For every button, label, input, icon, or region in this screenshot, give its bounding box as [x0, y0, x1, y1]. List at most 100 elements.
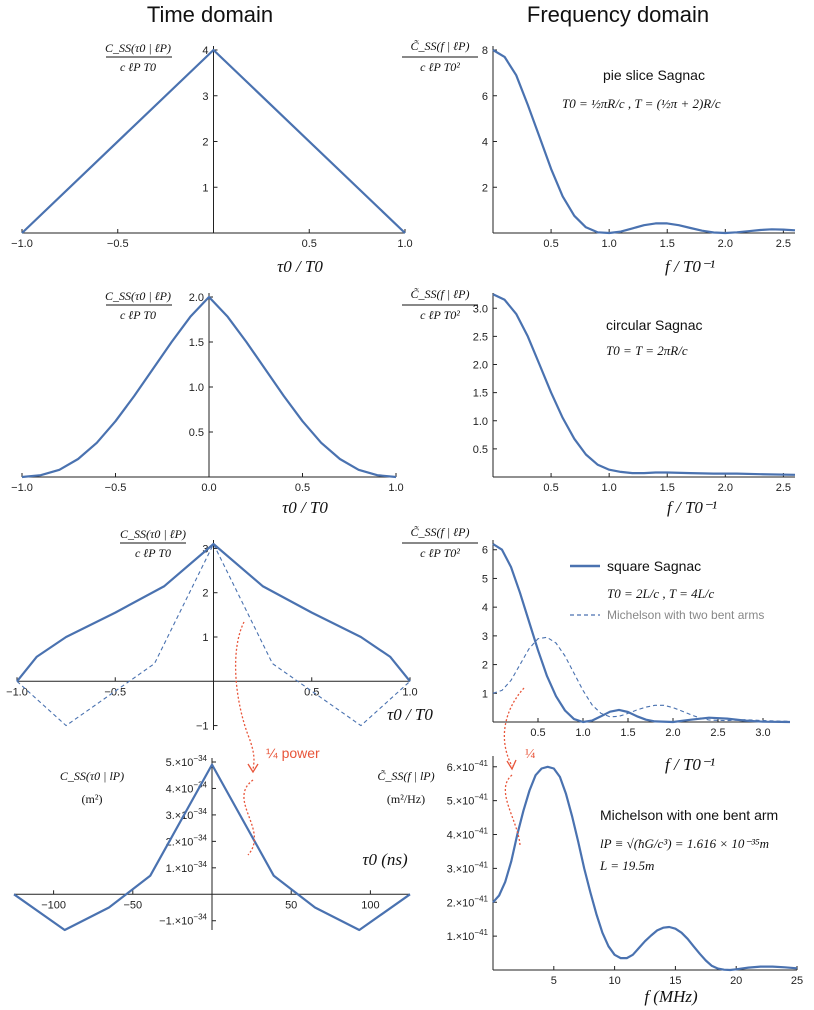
x-tick-label: 0.5	[304, 686, 319, 698]
xlabel-square-freq: f / T0⁻¹	[665, 755, 715, 774]
x-tick-label: −0.5	[107, 238, 129, 250]
x-tick-label: −0.5	[105, 482, 127, 494]
y-tick-label: 2.0	[189, 292, 204, 304]
ylabel-units: (m²)	[82, 792, 103, 806]
series-line	[21, 295, 397, 479]
x-tick-label: 1.0	[388, 482, 403, 494]
ylabel-pie-time: C_SS(τ0 | ℓP) c ℓP T0	[105, 41, 172, 74]
ylabel-numerator: C_SS(τ0 | lP)	[60, 769, 124, 783]
x-tick-label: 0.5	[543, 482, 558, 494]
y-tick-label: 3.0	[473, 303, 488, 315]
y-tick-label: 8	[482, 45, 488, 57]
x-tick-label: −0.5	[104, 686, 126, 698]
series-line	[492, 765, 798, 972]
y-tick-label: 1.0	[473, 416, 488, 428]
xlabel-circ-time: τ0 / T0	[282, 498, 328, 517]
y-tick-label: 5	[482, 573, 488, 585]
ylabel-numerator: C̃_SS(f | lP)	[377, 769, 434, 783]
plot-pie-slice-frequency: 0.5 1.0 1.5 2.0 2.5 2 4 6 8	[482, 45, 796, 250]
y-tick-label: 4.×10−41	[447, 827, 489, 842]
ylabel-pie-freq: C̃_SS(f | ℓP) c ℓP T0²	[402, 39, 478, 74]
xlabel-michelson-time: τ0 (ns)	[362, 850, 408, 869]
ylabel-numerator: C̃_SS(f | ℓP)	[411, 39, 470, 53]
y-tick-label: 1.×10−41	[447, 928, 489, 943]
x-tick-label: 10	[608, 975, 620, 987]
plot-pie-slice-time: −1.0 −0.5 0.5 1.0 1 2 3 4	[11, 45, 413, 250]
ylabel-square-freq: C̃_SS(f | ℓP) c ℓP T0²	[402, 525, 478, 560]
annotation-circular-title: circular Sagnac	[606, 317, 703, 333]
x-tick-label: 25	[791, 975, 803, 987]
x-tick-label: 2.0	[665, 727, 680, 739]
plot-circular-frequency: 0.5 1.0 1.5 2.0 2.5 0.5 1.0 1.5 2.0 2.5 3.0	[473, 293, 796, 494]
x-tick-label: −100	[41, 899, 66, 911]
plot-square-time: −1.0 −0.5 0.5 1.0 −1 1 2 3	[6, 540, 418, 733]
y-tick-label: 1.×10−34	[166, 860, 208, 875]
x-tick-label: 2.5	[776, 238, 791, 250]
y-tick-label: 1.5	[473, 388, 488, 400]
series-line-dashed	[492, 636, 791, 722]
ylabel-numerator: C_SS(τ0 | ℓP)	[105, 41, 171, 55]
ylabel-michelson-time: C_SS(τ0 | lP) (m²)	[60, 769, 124, 806]
series-line	[16, 542, 411, 682]
xlabel-pie-freq: f / T0⁻¹	[665, 257, 715, 276]
y-tick-label: 2	[482, 660, 488, 672]
series-line	[21, 48, 406, 234]
ylabel-michelson-freq: C̃_SS(f | lP) (m²/Hz)	[377, 769, 434, 806]
x-tick-label: −50	[123, 899, 142, 911]
arrow-quarter-power: ¼ power	[235, 621, 320, 856]
y-tick-label: 1	[202, 632, 208, 644]
y-tick-label: 2	[202, 137, 208, 149]
x-tick-label: 1.5	[620, 727, 635, 739]
ylabel-square-time: C_SS(τ0 | ℓP) c ℓP T0	[120, 527, 186, 560]
y-tick-label: 0.5	[189, 427, 204, 439]
x-tick-label: 1.0	[397, 238, 412, 250]
x-tick-label: 1.0	[402, 686, 417, 698]
x-tick-label: 1.0	[602, 482, 617, 494]
title-time-domain: Time domain	[147, 2, 273, 27]
y-tick-label: −1	[196, 721, 209, 733]
x-tick-label: 2.5	[776, 482, 791, 494]
title-frequency-domain: Frequency domain	[527, 2, 709, 27]
y-tick-label: 3	[482, 631, 488, 643]
ylabel-denominator: c ℓP T0	[120, 60, 156, 74]
label-quarter: ¼	[525, 747, 536, 762]
ylabel-numerator: C_SS(τ0 | ℓP)	[105, 289, 171, 303]
annotation-pie-slice-formula: T0 = ½πR/c , T = (½π + 2)R/c	[562, 96, 721, 111]
legend-label-michelson-two-arms: Michelson with two bent arms	[607, 608, 764, 622]
x-tick-label: 3.0	[755, 727, 770, 739]
x-tick-label: 2.5	[710, 727, 725, 739]
y-tick-label: 1.0	[189, 382, 204, 394]
x-tick-label: 1.0	[575, 727, 590, 739]
x-tick-label: 1.0	[602, 238, 617, 250]
y-tick-label: 1.5	[189, 337, 204, 349]
ylabel-denominator: c ℓP T0	[135, 546, 171, 560]
x-tick-label: 2.0	[718, 482, 733, 494]
annotation-length: L = 19.5m	[599, 858, 654, 873]
annotation-planck-length: lP ≡ √(ħG/c³) = 1.616 × 10⁻³⁵m	[600, 836, 769, 851]
series-line	[492, 543, 791, 724]
xlabel-circ-freq: f / T0⁻¹	[667, 498, 717, 517]
x-tick-label: 0.5	[295, 482, 310, 494]
y-tick-label: 2.×10−41	[447, 894, 489, 909]
y-tick-label: 3	[202, 543, 208, 555]
ylabel-units: (m²/Hz)	[387, 792, 425, 806]
x-tick-label: 1.5	[660, 482, 675, 494]
x-tick-label: −1.0	[11, 238, 33, 250]
ylabel-denominator: c ℓP T0²	[420, 60, 460, 74]
series-line-dashed	[16, 543, 411, 727]
ylabel-numerator: C̃_SS(f | ℓP)	[411, 287, 470, 301]
x-tick-label: 2.0	[718, 238, 733, 250]
y-tick-label: 3	[202, 91, 208, 103]
y-tick-label: 6	[482, 91, 488, 103]
x-tick-label: 1.5	[660, 238, 675, 250]
y-tick-label: 2.0	[473, 360, 488, 372]
ylabel-circ-freq: C̃_SS(f | ℓP) c ℓP T0²	[402, 287, 478, 322]
x-tick-label: 20	[730, 975, 742, 987]
y-tick-label: 1	[482, 688, 488, 700]
y-tick-label: 6.×10−41	[447, 759, 489, 774]
plot-circular-time: −1.0 −0.5 0.0 0.5 1.0 0.5 1.0 1.5 2.0	[11, 292, 404, 494]
series-line	[13, 763, 411, 932]
y-tick-label: 2.5	[473, 331, 488, 343]
label-quarter-power: ¼ power	[266, 745, 320, 761]
y-tick-label: 4	[202, 45, 208, 57]
